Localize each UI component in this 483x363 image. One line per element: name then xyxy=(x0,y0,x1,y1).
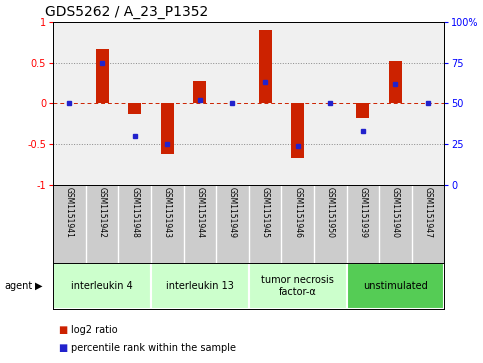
Text: ■: ■ xyxy=(58,325,67,335)
Text: tumor necrosis
factor-α: tumor necrosis factor-α xyxy=(261,275,334,297)
Bar xyxy=(128,103,141,114)
Text: interleukin 13: interleukin 13 xyxy=(166,281,234,291)
Bar xyxy=(389,61,402,103)
Text: GSM1151942: GSM1151942 xyxy=(98,187,107,238)
Text: GSM1151940: GSM1151940 xyxy=(391,187,400,238)
Bar xyxy=(151,263,249,309)
Text: interleukin 4: interleukin 4 xyxy=(71,281,133,291)
Bar xyxy=(258,30,271,103)
Text: GSM1151949: GSM1151949 xyxy=(228,187,237,238)
Text: ■: ■ xyxy=(58,343,67,354)
Text: GDS5262 / A_23_P1352: GDS5262 / A_23_P1352 xyxy=(45,5,209,19)
Text: GSM1151946: GSM1151946 xyxy=(293,187,302,238)
Text: ▶: ▶ xyxy=(35,281,43,291)
Text: GSM1151950: GSM1151950 xyxy=(326,187,335,238)
Text: GSM1151939: GSM1151939 xyxy=(358,187,368,238)
Bar xyxy=(193,81,206,103)
Bar xyxy=(347,263,444,309)
Text: GSM1151943: GSM1151943 xyxy=(163,187,172,238)
Bar xyxy=(356,103,369,118)
Text: log2 ratio: log2 ratio xyxy=(71,325,118,335)
Bar xyxy=(291,103,304,158)
Text: agent: agent xyxy=(5,281,33,291)
Text: GSM1151941: GSM1151941 xyxy=(65,187,74,238)
Text: GSM1151947: GSM1151947 xyxy=(424,187,433,238)
Bar xyxy=(53,263,151,309)
Bar xyxy=(96,49,109,103)
Text: unstimulated: unstimulated xyxy=(363,281,428,291)
Text: GSM1151948: GSM1151948 xyxy=(130,187,139,238)
Bar xyxy=(161,103,174,154)
Text: GSM1151945: GSM1151945 xyxy=(260,187,270,238)
Text: GSM1151944: GSM1151944 xyxy=(195,187,204,238)
Bar xyxy=(249,263,347,309)
Text: percentile rank within the sample: percentile rank within the sample xyxy=(71,343,237,354)
